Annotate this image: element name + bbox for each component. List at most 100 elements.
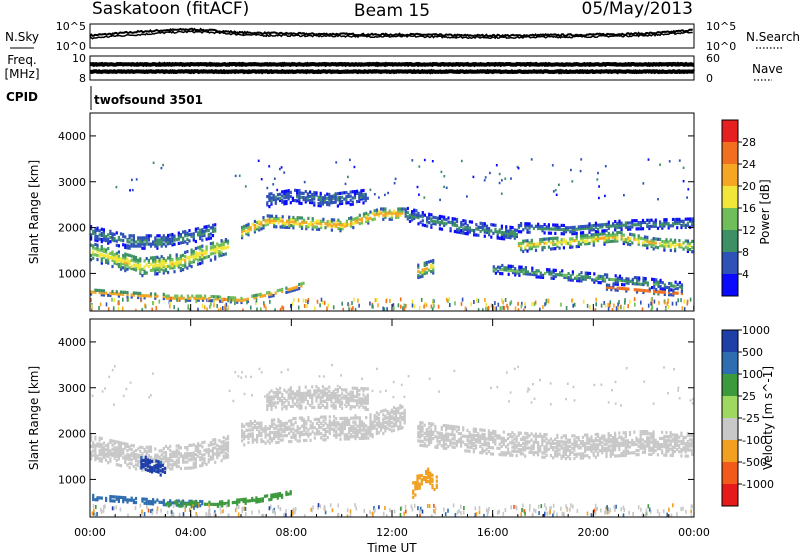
power-cell (183, 297, 185, 300)
power-cell (126, 268, 128, 271)
power-cell (550, 232, 552, 235)
velocity-cell (337, 434, 339, 437)
velocity-cell (360, 397, 362, 400)
power-cell (374, 213, 376, 216)
velocity-cell (118, 496, 120, 499)
velocity-cell (466, 443, 468, 446)
velocity-cell (335, 404, 337, 407)
power-cell (210, 246, 212, 249)
velocity-cell (401, 405, 403, 408)
velocity-cell (163, 447, 165, 450)
velocity-cell (346, 417, 348, 420)
velocity-cell (599, 449, 601, 452)
velocity-cell (554, 438, 556, 441)
velocity-cell (345, 395, 347, 398)
power-speckle (620, 305, 622, 309)
power-cell (559, 226, 561, 229)
freq-line-0 (90, 64, 694, 65)
power-cell (170, 297, 172, 300)
power-cell (120, 239, 122, 242)
power-cell (687, 218, 689, 221)
velocity-cell (301, 431, 303, 434)
cpid-program: twofsound 3501 (94, 93, 203, 107)
power-speckle (665, 307, 667, 311)
velocity-cell (281, 494, 283, 497)
power-cell (674, 245, 676, 248)
velocity-cell (511, 454, 513, 457)
power-cell (606, 284, 608, 287)
velocity-cell (273, 418, 275, 421)
power-cell (638, 276, 640, 279)
velocity-cell (101, 443, 103, 446)
velocity-cell (324, 406, 326, 409)
velocity-cell (633, 441, 635, 444)
velocity-cell (661, 431, 663, 434)
velocity-cell (126, 463, 128, 466)
velocity-cell (99, 437, 101, 440)
power-cell (178, 257, 180, 260)
velocity-cell (303, 433, 305, 436)
velocity-cell (642, 451, 644, 454)
velocity-cell (629, 431, 631, 434)
velocity-cell (105, 459, 107, 462)
power-cell (601, 232, 603, 235)
power-cell (593, 228, 595, 231)
power-cell (206, 245, 208, 248)
power-cell (307, 223, 309, 226)
velocity-cell (221, 500, 223, 503)
power-cell (314, 221, 316, 224)
power-cell (129, 240, 131, 243)
velocity-cell (111, 499, 113, 502)
power-cell (343, 198, 345, 201)
power-cell (326, 201, 328, 204)
power-dot (345, 183, 347, 185)
velocity-cell (314, 426, 316, 429)
velocity-cell (603, 447, 605, 450)
power-cell (499, 266, 501, 269)
velocity-cell (561, 436, 563, 439)
power-cell (521, 266, 523, 269)
power-cell (144, 294, 146, 297)
power-cell (441, 215, 443, 218)
velocity-cell (193, 501, 195, 504)
power-cell (541, 238, 543, 241)
velocity-cell (322, 434, 324, 437)
velocity-cell (99, 496, 101, 499)
velocity-cell (458, 438, 460, 441)
velocity-cell (243, 498, 245, 501)
power-cell (350, 203, 352, 206)
power-speckle (566, 306, 568, 310)
power-cell (173, 243, 175, 246)
velocity-cell (154, 500, 156, 503)
velocity-cell (479, 445, 481, 448)
velocity-cell (665, 435, 667, 438)
velocity-cell (268, 391, 270, 394)
velocity-cell (219, 500, 221, 503)
velocity-cell (201, 500, 203, 503)
power-speckle (648, 304, 650, 308)
velocity-cell (449, 433, 451, 436)
power-cell (285, 291, 287, 294)
power-dot (432, 160, 434, 162)
velocity-cell (546, 437, 548, 440)
velocity-cell (365, 424, 367, 427)
velocity-cell (603, 443, 605, 446)
power-cell (614, 220, 616, 223)
power-cell (678, 239, 680, 242)
velocity-cell (292, 423, 294, 426)
power-cell (633, 223, 635, 226)
power-cell (156, 238, 158, 241)
power-cbar-swatch (722, 208, 738, 230)
velocity-cell (365, 395, 367, 398)
velocity-cell (475, 428, 477, 431)
velocity-cell (473, 428, 475, 431)
velocity-cell (460, 436, 462, 439)
power-cell (559, 271, 561, 274)
velocity-cell (657, 441, 659, 444)
power-cell (154, 293, 156, 296)
velocity-cell (443, 424, 445, 427)
velocity-cell (333, 402, 335, 405)
power-dot (553, 190, 555, 192)
velocity-cell (526, 440, 528, 443)
velocity-cell (655, 439, 657, 442)
